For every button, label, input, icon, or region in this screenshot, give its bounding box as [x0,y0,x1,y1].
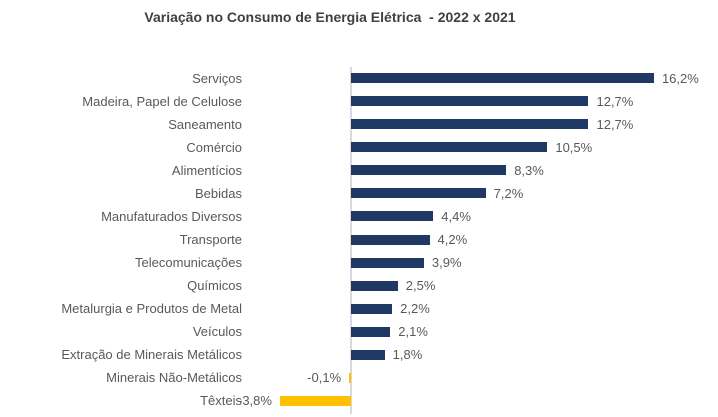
category-label: Comércio [186,139,242,155]
chart-row: Transporte 4,2% [0,228,718,251]
category-label: Veículos [192,324,242,340]
value-label: 8,3% [514,162,544,178]
value-label: 10,5% [555,139,593,155]
chart-row: Bebidas 7,2% [0,182,718,205]
chart-row: Têxteis -3,8% [0,389,718,412]
chart-row: Saneamento 12,7% [0,113,718,136]
value-label: 4,2% [437,231,468,247]
category-label: Bebidas [195,185,242,201]
bar-positive [351,303,393,314]
chart-title: Variação no Consumo de Energia Elétrica … [144,9,516,25]
bar-negative [349,372,351,383]
value-label: 1,8% [392,347,423,363]
bar-positive [351,280,398,291]
value-label: -3,8% [237,393,272,409]
value-label: 7,2% [493,185,524,201]
bar-positive [351,257,424,268]
category-label: Saneamento [168,116,242,132]
category-label: Madeira, Papel de Celulose [82,93,242,109]
value-label: 3,9% [431,255,462,271]
category-label: Metalurgia e Produtos de Metal [61,301,242,317]
category-label: Alimentícios [171,162,242,178]
value-label: 16,2% [661,70,699,86]
chart-row: Extração de Minerais Metálicos 1,8% [0,343,718,366]
value-label: 4,4% [441,208,471,224]
bar-positive [351,188,486,199]
chart-row: Minerais Não-Metálicos -0,1% [0,366,718,389]
chart-row: Comércio 10,5% [0,136,718,159]
category-label: Telecomunicações [135,255,242,271]
category-label: Minerais Não-Metálicos [106,370,242,386]
chart-row: Manufaturados Diversos 4,4% [0,205,718,228]
bar-negative [279,396,351,406]
bar-positive [351,73,654,84]
chart-row: Alimentícios 8,3% [0,159,718,182]
value-label: 2,1% [398,324,428,340]
chart-row: Telecomunicações 3,9% [0,251,718,274]
value-label: -0,1% [307,370,342,386]
category-label: Manufaturados Diversos [101,208,242,224]
category-label: Extração de Minerais Metálicos [61,347,242,363]
chart-row: Metalurgia e Produtos de Metal 2,2% [0,297,718,320]
bar-positive [351,96,589,107]
bar-positive [351,142,548,153]
chart-row: Veículos 2,1% [0,320,718,343]
category-label: Transporte [179,231,242,247]
value-label: 12,7% [596,93,634,109]
value-label: 2,2% [400,301,430,317]
category-label: Serviços [192,70,242,86]
bar-positive [351,234,430,245]
category-label: Têxteis [200,393,242,409]
chart-row: Químicos 2,5% [0,274,718,297]
bar-positive [351,326,391,337]
category-label: Químicos [187,278,242,294]
bar-positive [351,119,589,130]
bar-positive [351,349,385,360]
value-label: 12,7% [596,116,634,132]
chart-row: Serviços 16,2% [0,67,718,90]
bar-positive [351,165,507,176]
value-label: 2,5% [405,278,436,294]
bar-positive [351,211,434,222]
chart-row: Madeira, Papel de Celulose 12,7% [0,90,718,113]
